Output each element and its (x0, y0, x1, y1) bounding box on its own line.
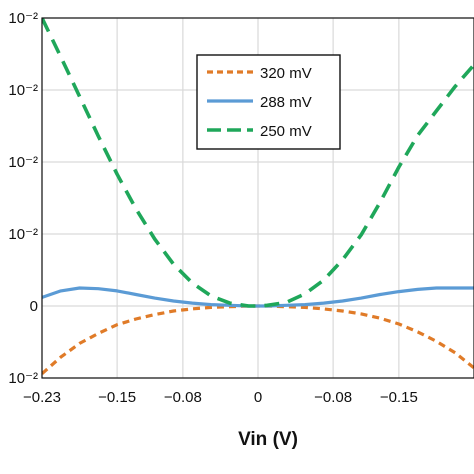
x-axis-title: Vin (V) (238, 429, 298, 450)
y-tick-label: 10⁻² (8, 10, 38, 27)
y-tick-label: 10⁻² (8, 154, 38, 171)
legend: 320 mV 288 mV 250 mV (196, 54, 341, 150)
x-tick-label: −0.15 (98, 389, 136, 406)
y-tick-label: 10⁻² (8, 226, 38, 243)
x-tick-label: 0 (254, 389, 262, 406)
y-tick-label: 10⁻² (8, 82, 38, 99)
x-tick-label: −0.08 (164, 389, 202, 406)
x-tick-label: −0.23 (23, 389, 61, 406)
series-layer (42, 18, 474, 375)
y-tick-label: 0 (30, 298, 38, 315)
series-line-250-mv (42, 18, 474, 308)
y-tick-labels: 10⁻² 10⁻² 10⁻² 10⁻² 0 10⁻² (8, 10, 38, 387)
x-tick-labels: −0.23 −0.15 −0.08 0 −0.08 −0.15 (23, 389, 418, 406)
y-tick-label: 10⁻² (8, 370, 38, 387)
x-tick-label: −0.08 (314, 389, 352, 406)
legend-label: 250 mV (260, 123, 312, 140)
x-tick-label: −0.15 (380, 389, 418, 406)
legend-label: 320 mV (260, 65, 312, 82)
legend-label: 288 mV (260, 94, 312, 111)
series-line-288-mv (42, 286, 474, 308)
plot-frame (41, 17, 474, 379)
